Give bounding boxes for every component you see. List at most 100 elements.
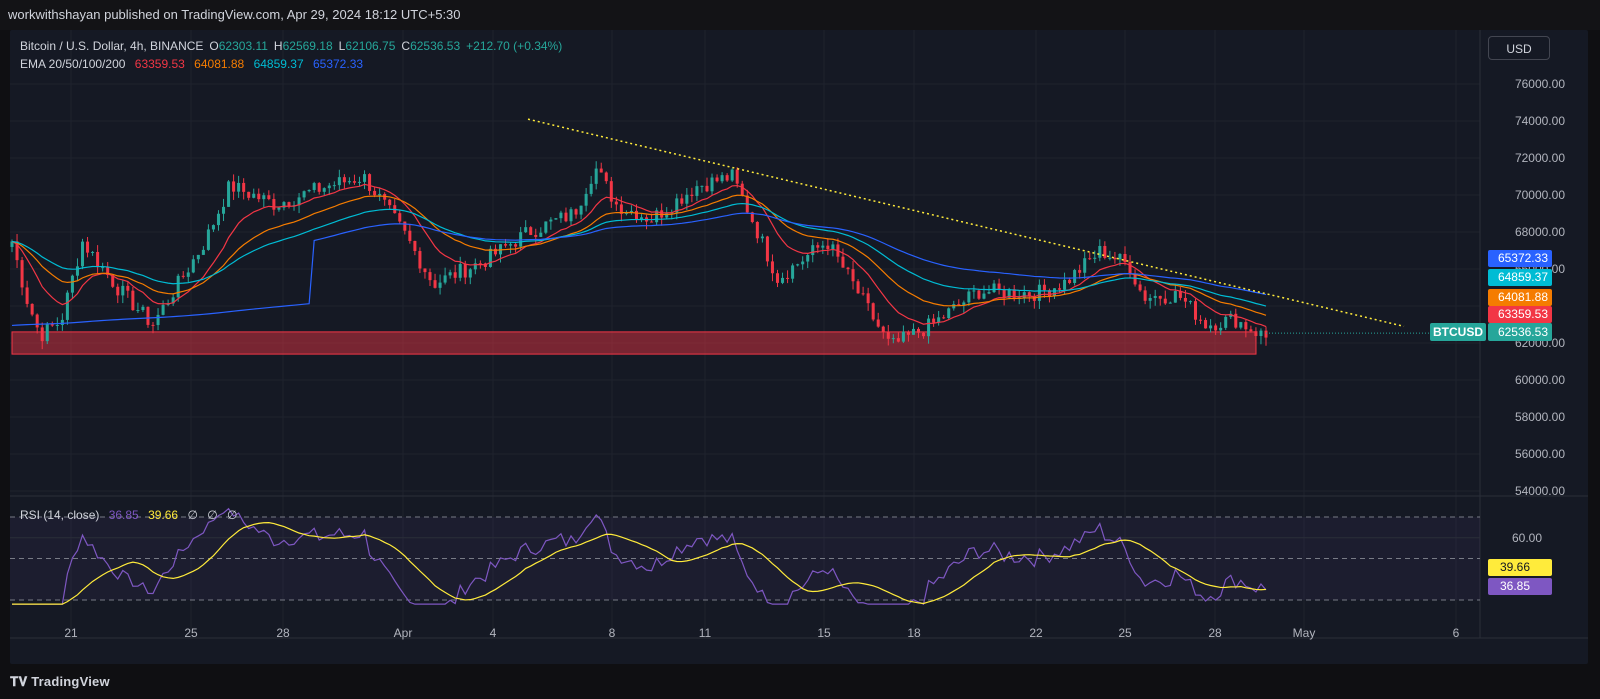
time-tick-label: 21: [64, 626, 78, 640]
time-tick-label: Apr: [394, 626, 413, 640]
time-tick-label: 25: [1118, 626, 1132, 640]
candle-body: [841, 256, 845, 268]
candle-body: [141, 306, 145, 311]
candle-body: [171, 297, 175, 304]
rsi-value: 36.85: [108, 508, 139, 522]
candle-body: [775, 273, 780, 283]
price-tick-label: 56000.00: [1515, 447, 1565, 461]
candle-body: [609, 181, 613, 202]
candle-body: [206, 229, 210, 250]
candle-body: [519, 232, 523, 247]
candle-body: [247, 191, 251, 198]
candle-body: [629, 210, 633, 213]
currency-button[interactable]: USD: [1488, 36, 1550, 60]
candle-body: [997, 283, 1001, 290]
ema100-value: 64859.37: [253, 57, 304, 71]
candle-body: [1148, 298, 1152, 301]
candle-body: [1042, 284, 1046, 291]
change-value: +212.70 (+0.34%): [466, 39, 563, 53]
candle-body: [846, 267, 850, 270]
candle-body: [357, 181, 362, 183]
price-tick-label: 58000.00: [1515, 410, 1565, 424]
ema-price-tag: [1488, 306, 1552, 323]
candle-body: [589, 183, 593, 194]
candle-body: [428, 272, 432, 281]
candle-body: [1037, 284, 1041, 301]
candle-body: [851, 269, 855, 282]
high-value: 62569.18: [282, 39, 333, 53]
candle-body: [1259, 330, 1263, 337]
candle-body: [216, 213, 220, 226]
ema-price-tag: [1488, 250, 1552, 267]
candle-body: [126, 285, 130, 291]
candle-body: [1083, 258, 1087, 273]
candle-body: [982, 293, 986, 299]
rsi-tag-label: 36.85: [1500, 579, 1530, 593]
candle-body: [373, 190, 377, 196]
candle-body: [614, 201, 618, 205]
candle-body: [695, 186, 699, 196]
price-tick-label: 70000.00: [1515, 188, 1565, 202]
candle-body: [91, 251, 95, 253]
candle-body: [947, 308, 951, 319]
candle-body: [861, 293, 865, 295]
time-tick-label: 22: [1029, 626, 1043, 640]
candle-body: [791, 265, 795, 279]
rsi-ma-tag-label: 39.66: [1500, 560, 1530, 574]
candle-body: [201, 249, 205, 255]
candle-body: [453, 272, 457, 278]
chart-area[interactable]: 76000.00 74000.00 72000.00 70000.00 68000.00…: [10, 30, 1588, 664]
candle-body: [1219, 327, 1223, 331]
time-tick-label: 28: [276, 626, 290, 640]
candle-body: [806, 255, 810, 262]
candle-body: [967, 291, 971, 303]
candle-body: [786, 277, 790, 279]
time-tick-label: 8: [609, 626, 616, 640]
candle-body: [388, 199, 392, 206]
candle-body: [765, 236, 769, 262]
high-label: H: [273, 39, 283, 53]
candle-body: [302, 191, 306, 198]
candle-body: [1193, 301, 1198, 320]
candle-body: [307, 189, 311, 192]
candle-body: [977, 290, 981, 299]
candle-body: [433, 280, 437, 288]
candle-body: [45, 324, 49, 342]
candle-body: [1133, 274, 1137, 285]
candle-body: [1052, 288, 1056, 297]
candle-body: [181, 275, 185, 277]
candle-body: [257, 193, 261, 200]
candle-body: [1158, 295, 1162, 299]
tradingview-logo[interactable]: 𝐓𝐕 TradingView: [10, 674, 110, 690]
candle-body: [70, 275, 74, 293]
candle-body: [962, 302, 966, 306]
support-zone: [11, 331, 1257, 355]
candle-body: [55, 324, 59, 326]
tv-icon: 𝐓𝐕: [10, 674, 28, 689]
candle-body: [735, 169, 739, 184]
candle-body: [891, 338, 895, 340]
ema-legend: EMA 20/50/100/200 63359.53 64081.88 6485…: [20, 57, 369, 71]
candle-body: [509, 244, 513, 246]
candle-body: [549, 219, 553, 222]
symbol-tag: [1430, 323, 1486, 341]
candle-body: [35, 314, 39, 328]
candle-body: [1138, 284, 1142, 291]
candle-body: [363, 174, 367, 182]
price-chart[interactable]: 76000.00 74000.00 72000.00 70000.00 68000.00…: [10, 30, 1588, 664]
candle-body: [720, 175, 724, 182]
candle-body: [50, 324, 54, 326]
candle-body: [232, 181, 236, 192]
candle-body: [30, 303, 34, 315]
candle-body: [413, 240, 417, 252]
candle-body: [1012, 289, 1016, 298]
candle-body: [640, 217, 644, 221]
candle-body: [619, 204, 623, 214]
candle-body: [106, 267, 110, 275]
candle-body: [811, 245, 815, 256]
candle-body: [957, 304, 961, 306]
candle-body: [262, 195, 266, 200]
candle-body: [151, 324, 155, 326]
candle-body: [10, 241, 14, 247]
candle-body: [740, 183, 744, 196]
